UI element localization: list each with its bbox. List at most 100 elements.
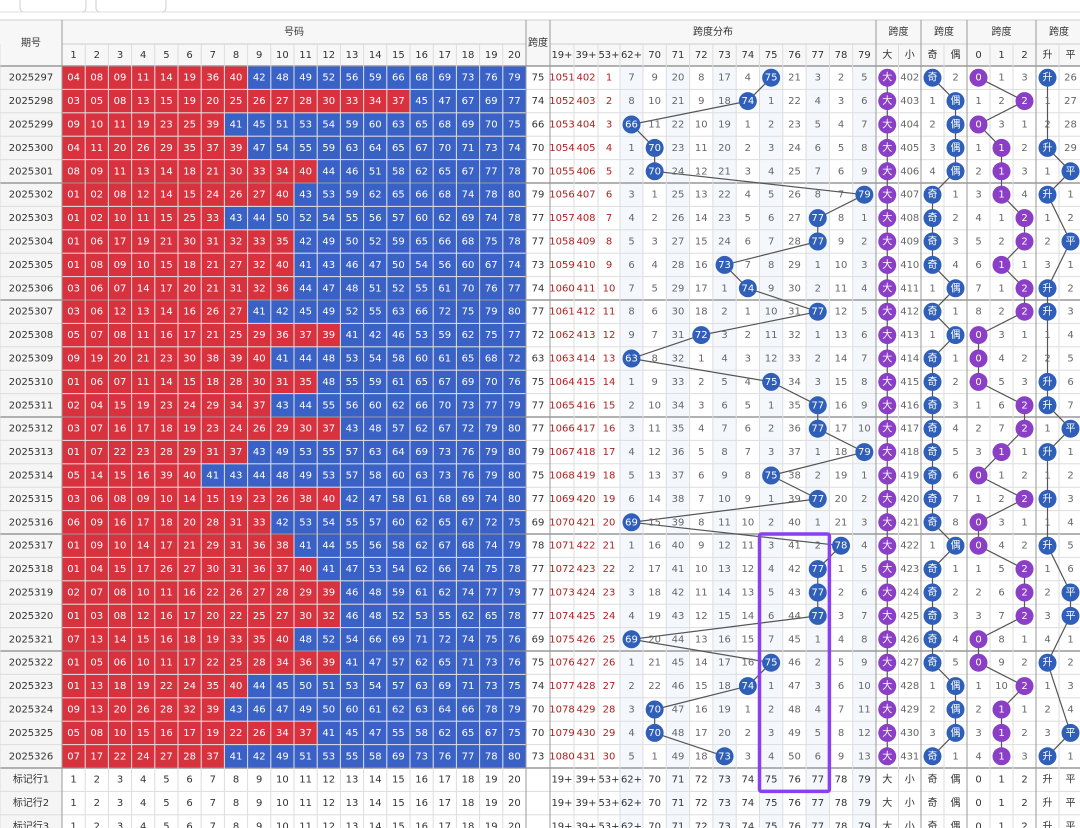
- number: 15: [114, 471, 127, 482]
- miss-count: 12: [695, 166, 708, 177]
- period: 2025317: [9, 541, 54, 552]
- number: 10: [160, 494, 173, 505]
- miss-count: 13: [695, 634, 708, 645]
- number-cell: [410, 511, 433, 534]
- number-cell: [340, 440, 364, 464]
- miss-count: 18: [603, 471, 616, 482]
- number: 27: [253, 190, 266, 201]
- number: 53: [369, 564, 382, 575]
- column-tint: [666, 44, 690, 828]
- number: 43: [230, 705, 243, 716]
- trend-line: [654, 732, 725, 757]
- number: 12: [137, 611, 150, 622]
- footer-cell: 7: [210, 822, 216, 828]
- number: 69: [392, 634, 405, 645]
- number: 27: [160, 751, 173, 762]
- miss-count: 1: [628, 541, 634, 552]
- number-cell: [155, 89, 178, 113]
- number-cell: [85, 253, 108, 277]
- miss-count: 2: [651, 213, 657, 224]
- number-cell: [178, 394, 201, 417]
- number: 46: [346, 166, 359, 177]
- period: 2025316: [9, 517, 54, 528]
- miss-count: 4: [745, 190, 751, 201]
- number: 43: [299, 190, 312, 201]
- number: 57: [346, 471, 359, 482]
- miss-count: 417: [900, 424, 919, 435]
- hit-label: 大: [882, 398, 892, 411]
- hit-label: 升: [1043, 189, 1053, 201]
- number: 16: [183, 588, 196, 599]
- number: 59: [322, 143, 335, 154]
- top-button[interactable]: [19, 0, 87, 13]
- number-cell: [178, 511, 201, 534]
- period: 2025325: [9, 728, 54, 739]
- trend-line: [631, 498, 818, 523]
- miss-count: 24: [672, 166, 685, 177]
- number-cell: [317, 300, 340, 323]
- number-cell: [410, 487, 433, 511]
- number-cell: [410, 394, 433, 417]
- miss-count: 1: [1044, 166, 1050, 177]
- footer-cell: 53+: [598, 798, 619, 809]
- period: 2025318: [9, 564, 54, 575]
- miss-count: 8: [721, 447, 727, 458]
- number: 66: [438, 564, 451, 575]
- miss-count: 409: [576, 237, 595, 248]
- number-cell: [387, 440, 410, 464]
- number: 02: [67, 588, 80, 599]
- number-cell: [178, 417, 201, 440]
- miss-count: 34: [788, 377, 801, 388]
- number: 07: [67, 751, 80, 762]
- hit-label: 0: [975, 120, 981, 131]
- miss-count: 1055: [549, 166, 574, 177]
- number: 59: [392, 237, 405, 248]
- miss-count: 414: [900, 354, 919, 365]
- miss-count: 428: [576, 681, 595, 692]
- miss-count: 4: [952, 634, 958, 645]
- footer-cell: 53+: [598, 822, 619, 828]
- footer-cell: 71: [672, 775, 685, 786]
- miss-count: 2: [1021, 471, 1027, 482]
- hit-label: 2: [1021, 213, 1027, 224]
- miss-count: 415: [576, 377, 595, 388]
- number-cell: [503, 89, 526, 113]
- miss-count: 1: [651, 751, 657, 762]
- number: 25: [230, 658, 243, 669]
- miss-count: 3: [952, 237, 958, 248]
- number: 52: [322, 73, 335, 84]
- number: 73: [485, 658, 498, 669]
- number: 15: [160, 96, 173, 107]
- footer-cell: 偶: [951, 820, 961, 828]
- top-button[interactable]: [95, 0, 167, 13]
- number-cell: [294, 394, 317, 417]
- number: 11: [137, 73, 150, 84]
- miss-count: 1: [1044, 424, 1050, 435]
- footer-cell: 17: [438, 775, 451, 786]
- header-bg: [0, 20, 1080, 66]
- number-cell: [155, 511, 178, 534]
- hit-label: 平: [1066, 166, 1076, 177]
- miss-count: 18: [718, 681, 731, 692]
- number: 36: [253, 541, 266, 552]
- header-text: 大: [882, 48, 892, 61]
- hit-label: 大: [882, 632, 892, 645]
- number: 04: [67, 73, 80, 84]
- number: 15: [160, 213, 173, 224]
- miss-count: 11: [835, 283, 848, 294]
- number-cell: [108, 323, 132, 347]
- hit-label: 77: [811, 424, 824, 435]
- trend-line: [631, 334, 702, 360]
- number-cell: [456, 323, 480, 347]
- footer-cell: 72: [695, 822, 708, 828]
- header-text: 76: [788, 50, 801, 61]
- footer-cell: 2: [1021, 822, 1027, 828]
- miss-count: 4: [861, 541, 867, 552]
- number: 66: [462, 705, 475, 716]
- miss-count: 7: [861, 120, 867, 131]
- number: 22: [206, 588, 219, 599]
- footer-cell: 5: [163, 775, 169, 786]
- number-cell: [271, 160, 294, 183]
- number: 36: [253, 564, 266, 575]
- footer-cell: 10: [276, 822, 289, 828]
